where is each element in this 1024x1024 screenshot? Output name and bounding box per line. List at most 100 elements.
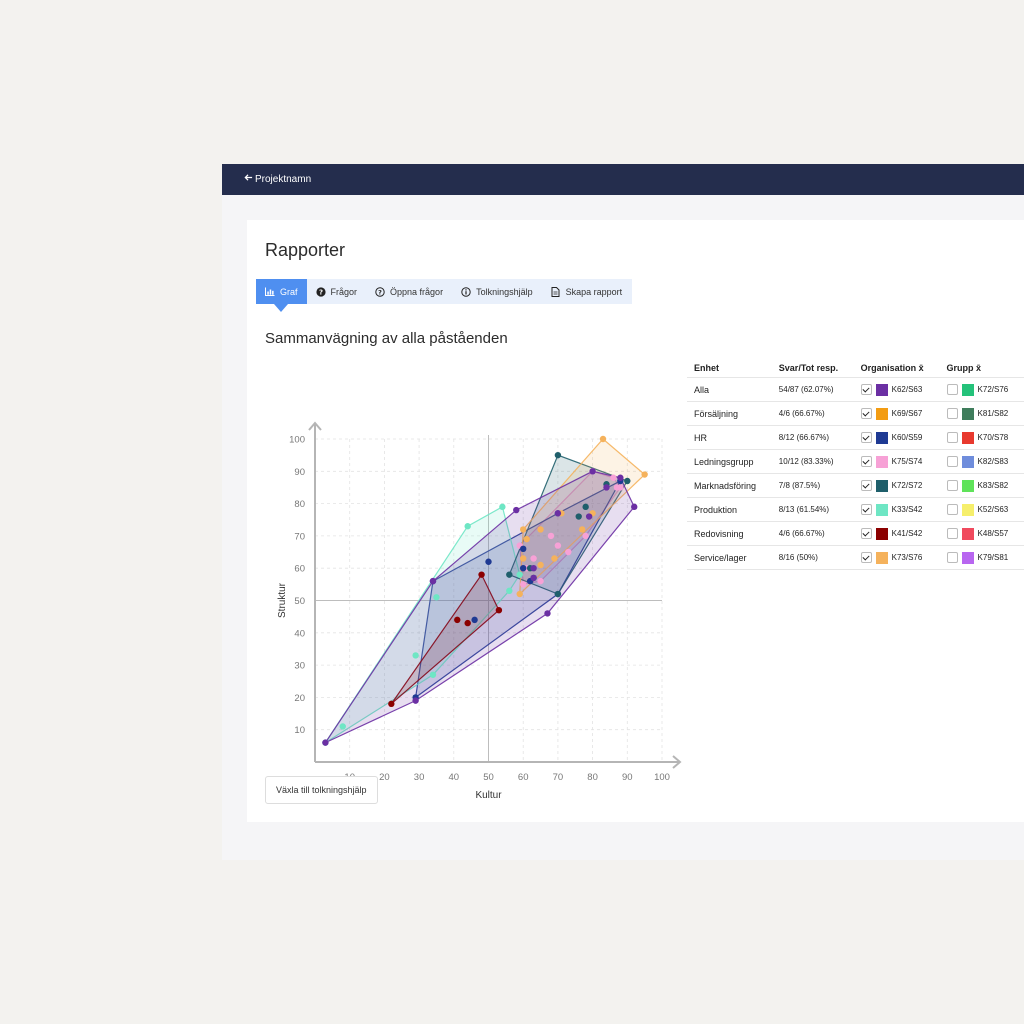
organisation-checkbox[interactable] bbox=[860, 504, 872, 515]
x-tick-label: 70 bbox=[553, 772, 564, 783]
group-checkbox[interactable] bbox=[946, 384, 958, 395]
data-point bbox=[589, 468, 596, 475]
organisation-cell: K41/S42 bbox=[853, 521, 940, 546]
group-checkbox[interactable] bbox=[946, 480, 958, 491]
organisation-checkbox[interactable] bbox=[860, 456, 872, 467]
data-point bbox=[388, 700, 395, 708]
group-checkbox[interactable] bbox=[946, 528, 958, 539]
data-point bbox=[471, 616, 478, 624]
data-point bbox=[520, 565, 527, 572]
group-checkbox[interactable] bbox=[946, 552, 958, 563]
x-tick-label: 20 bbox=[379, 772, 390, 783]
data-point bbox=[520, 526, 527, 533]
data-point bbox=[429, 577, 437, 585]
organisation-color-swatch bbox=[875, 431, 888, 444]
organisation-checkbox[interactable] bbox=[860, 480, 872, 491]
organisation-color-swatch bbox=[875, 455, 888, 468]
data-point bbox=[547, 532, 555, 540]
tab-tolkningshjalp[interactable]: Tolkningshjälp bbox=[452, 279, 542, 304]
group-checkbox[interactable] bbox=[946, 456, 958, 467]
data-point bbox=[544, 610, 551, 617]
data-point bbox=[617, 484, 624, 491]
top-navbar: Projektnamn bbox=[222, 164, 1024, 195]
organisation-cell: K60/S59 bbox=[853, 425, 940, 450]
series-hull bbox=[390, 573, 500, 705]
group-code: K70/S78 bbox=[977, 433, 1009, 442]
y-axis-label: Struktur bbox=[277, 582, 288, 618]
data-point bbox=[464, 523, 471, 530]
tab-fragor[interactable]: ? Frågor bbox=[307, 279, 367, 304]
bar-chart-icon bbox=[265, 287, 275, 297]
back-link[interactable]: Projektnamn bbox=[244, 164, 311, 195]
tab-graf[interactable]: Graf bbox=[256, 279, 307, 312]
unit-name: Redovisning bbox=[687, 521, 772, 546]
data-point bbox=[499, 503, 506, 511]
document-icon bbox=[551, 286, 561, 297]
group-code: K81/S82 bbox=[977, 409, 1009, 418]
organisation-code: K62/S63 bbox=[891, 385, 923, 394]
group-checkbox[interactable] bbox=[946, 432, 958, 443]
group-code: K83/S82 bbox=[977, 481, 1009, 490]
legend-row: Produktion 8/13 (61.54%) K33/S42 K52/S63 bbox=[687, 497, 1024, 522]
organisation-color-swatch bbox=[875, 383, 888, 396]
y-axis-arrow bbox=[308, 421, 322, 431]
group-color-swatch bbox=[961, 383, 974, 396]
y-tick-label: 100 bbox=[289, 435, 305, 446]
data-point bbox=[551, 555, 558, 562]
data-point bbox=[554, 451, 562, 459]
organisation-checkbox[interactable] bbox=[860, 384, 872, 395]
group-cell: K48/S57 bbox=[939, 521, 1024, 546]
data-point bbox=[520, 555, 527, 562]
data-point bbox=[530, 565, 537, 572]
x-tick-label: 80 bbox=[587, 772, 598, 783]
organisation-code: K73/S76 bbox=[891, 553, 923, 562]
unit-name: Produktion bbox=[687, 497, 772, 522]
organisation-checkbox[interactable] bbox=[860, 528, 872, 539]
tab-label: Tolkningshjälp bbox=[476, 286, 533, 297]
organisation-code: K60/S59 bbox=[891, 433, 923, 442]
y-tick-label: 70 bbox=[294, 531, 305, 542]
group-color-swatch bbox=[961, 455, 974, 468]
legend-row: Alla 54/87 (62.07%) K62/S63 K72/S76 bbox=[687, 377, 1024, 402]
unit-name: Alla bbox=[687, 377, 772, 402]
group-checkbox[interactable] bbox=[946, 408, 958, 419]
data-point bbox=[537, 561, 544, 569]
data-point bbox=[582, 532, 589, 540]
group-checkbox[interactable] bbox=[946, 504, 958, 515]
organisation-checkbox[interactable] bbox=[860, 552, 872, 563]
organisation-code: K72/S72 bbox=[891, 481, 923, 490]
data-point bbox=[464, 619, 471, 627]
data-point bbox=[412, 697, 419, 704]
organisation-checkbox[interactable] bbox=[860, 432, 872, 443]
x-tick-label: 40 bbox=[449, 772, 460, 783]
header-organisation: Organisation x̄ bbox=[860, 362, 924, 373]
header-unit: Enhet bbox=[694, 362, 720, 373]
series-hull bbox=[323, 470, 635, 745]
group-color-swatch bbox=[961, 527, 974, 540]
data-point bbox=[578, 526, 586, 533]
group-color-swatch bbox=[961, 551, 974, 564]
data-point bbox=[617, 474, 624, 481]
data-point bbox=[610, 474, 617, 481]
organisation-cell: K73/S76 bbox=[853, 545, 940, 570]
data-point bbox=[339, 723, 346, 730]
group-cell: K70/S78 bbox=[939, 425, 1024, 450]
x-axis-arrow bbox=[672, 755, 682, 769]
tab-oppna-fragor[interactable]: ? Öppna frågor bbox=[366, 279, 452, 304]
data-point bbox=[554, 510, 562, 517]
tab-label: Graf bbox=[280, 286, 298, 297]
toggle-interpretation-button[interactable]: Växla till tolkningshjälp bbox=[265, 776, 378, 804]
y-tick-label: 10 bbox=[294, 725, 305, 736]
organisation-checkbox[interactable] bbox=[860, 408, 872, 419]
svg-text:?: ? bbox=[378, 288, 382, 296]
data-point bbox=[603, 484, 610, 491]
x-tick-label: 30 bbox=[414, 772, 425, 783]
data-point bbox=[631, 503, 638, 511]
data-point bbox=[530, 574, 537, 582]
data-point bbox=[565, 548, 572, 556]
group-code: K79/S81 bbox=[977, 553, 1009, 562]
tab-skapa-rapport[interactable]: Skapa rapport bbox=[542, 279, 632, 304]
organisation-code: K41/S42 bbox=[891, 529, 923, 538]
data-point bbox=[520, 581, 527, 588]
group-color-swatch bbox=[961, 431, 974, 444]
